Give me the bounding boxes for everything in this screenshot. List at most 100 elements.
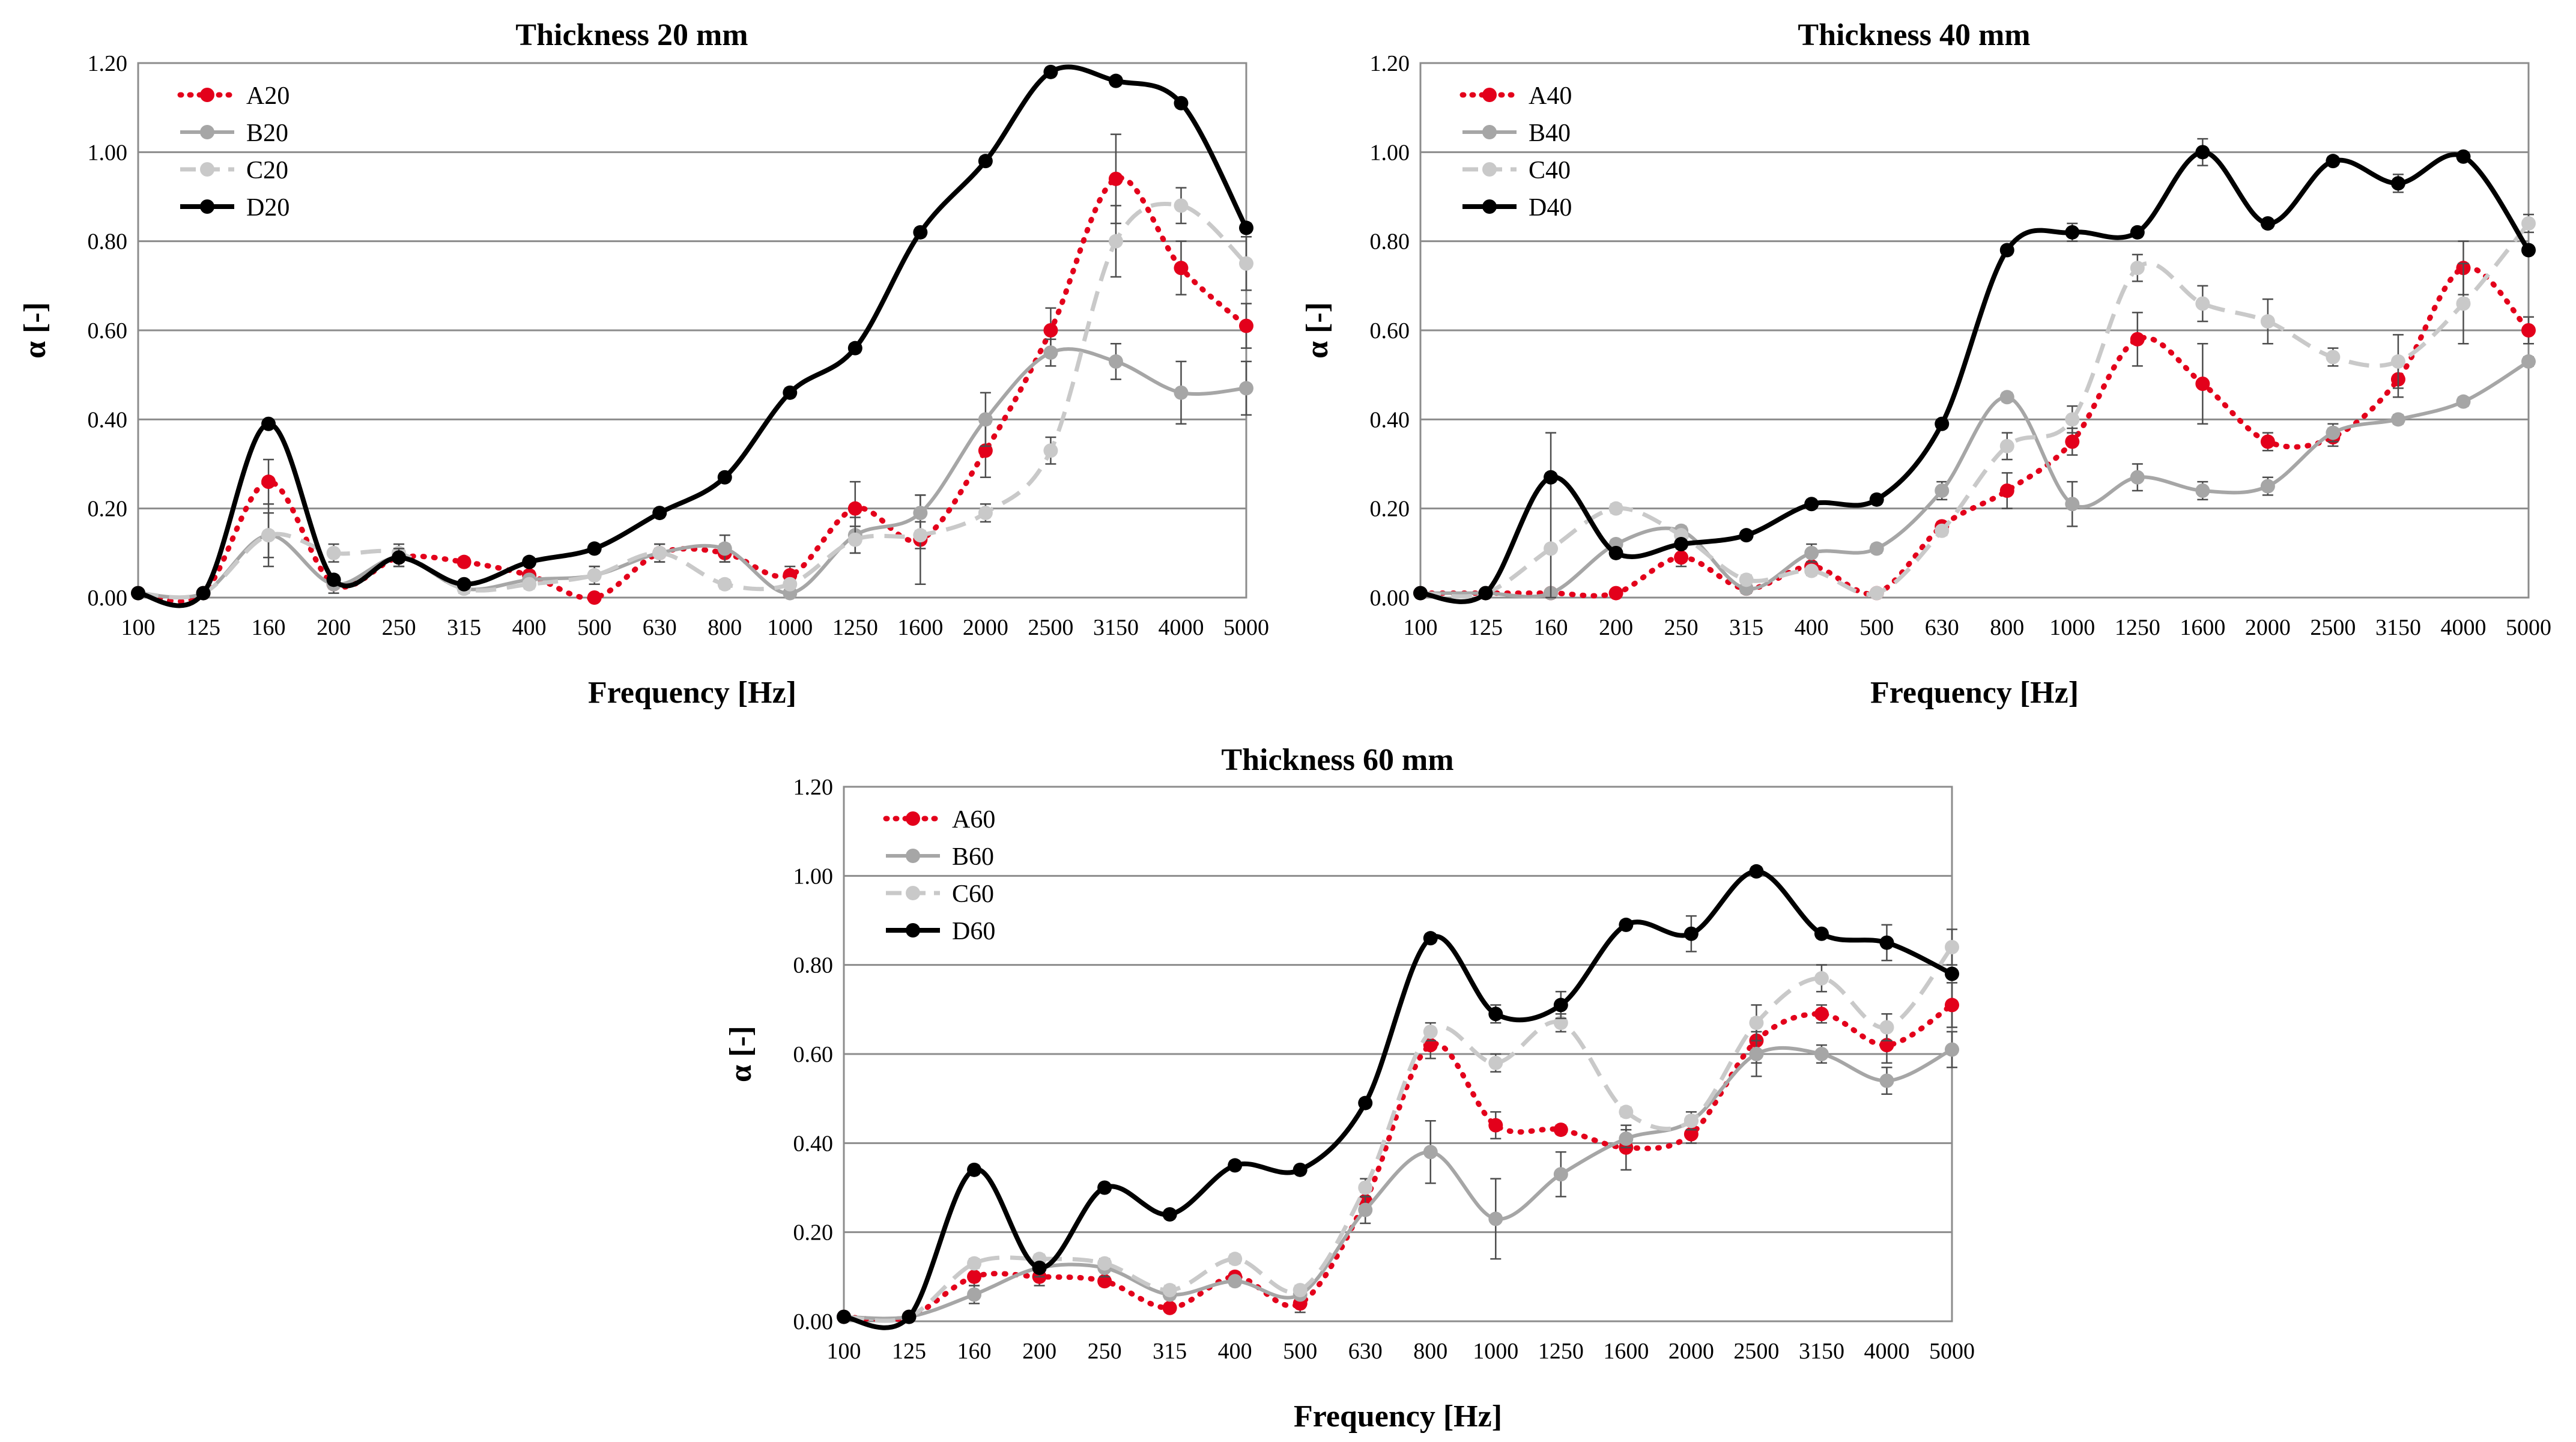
legend-item: C40 <box>1462 157 1571 184</box>
series-line-D20 <box>138 64 1249 608</box>
data-point <box>1608 501 1623 516</box>
data-point <box>1619 917 1634 932</box>
series-D40 <box>1413 138 2536 604</box>
data-point <box>1879 1020 1894 1035</box>
x-axis-title: Frequency [Hz] <box>588 676 796 710</box>
data-point <box>2326 350 2341 365</box>
data-point <box>2326 425 2341 440</box>
chart-2: 0.00 0.20 0.40 0.60 0.80 1.00 1.20 100 125 160 200… <box>1300 18 2551 710</box>
x-tick-label: 200 <box>317 615 351 640</box>
x-axis-title: Frequency [Hz] <box>1294 1399 1502 1434</box>
data-point <box>837 1309 851 1324</box>
series-line-D40 <box>1420 150 2531 604</box>
data-point <box>2260 314 2275 329</box>
data-point <box>196 586 211 601</box>
series-B40 <box>1413 354 2536 601</box>
data-point <box>1228 1252 1243 1267</box>
y-tick-label: 0.80 <box>793 953 834 978</box>
data-point <box>587 568 602 583</box>
legend-marker <box>1482 125 1497 139</box>
data-point <box>587 590 602 605</box>
x-tick-label: 630 <box>1348 1339 1383 1364</box>
y-tick-label: 0.00 <box>1370 586 1410 611</box>
series-line-C60 <box>843 945 1954 1323</box>
legend-label: A60 <box>952 806 995 834</box>
x-tick-label: 800 <box>708 615 742 640</box>
series-line-A60 <box>841 1002 1955 1323</box>
x-tick-label: 5000 <box>1929 1339 1975 1364</box>
y-tick-label: 1.20 <box>88 51 128 76</box>
data-point <box>261 416 276 431</box>
x-tick-label: 1250 <box>832 615 878 640</box>
data-point <box>1174 385 1189 400</box>
data-point <box>326 572 341 587</box>
series-C40 <box>1413 213 2536 601</box>
x-tick-label: 100 <box>1404 615 1438 640</box>
data-point <box>2130 225 2145 240</box>
data-point <box>1239 318 1253 333</box>
data-point <box>1162 1300 1177 1315</box>
x-tick-label: 160 <box>1534 615 1568 640</box>
x-tick-label: 4000 <box>1864 1339 1909 1364</box>
x-tick-label: 800 <box>1990 615 2024 640</box>
data-point <box>1097 1256 1112 1271</box>
y-axis-title: α [-] <box>724 1026 758 1082</box>
x-tick-label: 1250 <box>2115 615 2160 640</box>
legend-item: D20 <box>180 194 289 222</box>
data-point <box>1739 572 1754 587</box>
x-tick-label: 500 <box>577 615 611 640</box>
data-point <box>1162 1207 1177 1222</box>
y-tick-label: 1.20 <box>1370 51 1410 76</box>
x-tick-label: 500 <box>1283 1339 1317 1364</box>
legend-item: A20 <box>177 82 289 110</box>
data-point <box>2260 479 2275 494</box>
data-point <box>1553 1016 1568 1031</box>
series-line-B40 <box>1420 360 2530 599</box>
data-point <box>967 1162 982 1177</box>
legend-item: C60 <box>886 880 994 908</box>
x-tick-label: 200 <box>1022 1339 1056 1364</box>
x-tick-label: 100 <box>827 1339 861 1364</box>
data-point <box>2130 332 2145 347</box>
legend-marker <box>200 125 214 139</box>
legend-item: A60 <box>883 806 995 834</box>
data-point <box>902 1309 917 1324</box>
chart-title: Thickness 40 mm <box>1798 18 2030 52</box>
legend-item: A40 <box>1459 82 1572 110</box>
x-tick-label: 3150 <box>1799 1339 1844 1364</box>
data-point <box>2260 216 2275 231</box>
x-tick-label: 4000 <box>1158 615 1204 640</box>
data-point <box>1935 483 1950 498</box>
data-point <box>1293 1283 1308 1298</box>
y-tick-label: 0.80 <box>88 229 128 255</box>
data-point <box>1553 1122 1568 1138</box>
chart-1: 0.00 0.20 0.40 0.60 0.80 1.00 1.20 100 125 160 200… <box>18 18 1269 710</box>
data-point <box>1553 998 1568 1013</box>
data-point <box>2195 296 2210 311</box>
x-tick-label: 200 <box>1599 615 1633 640</box>
data-point <box>1032 1261 1047 1275</box>
data-point <box>1608 586 1623 601</box>
series-B20 <box>131 338 1253 601</box>
data-point <box>1814 926 1829 941</box>
data-point <box>1488 1118 1503 1133</box>
x-tick-label: 1600 <box>897 615 943 640</box>
series-line-B60 <box>843 1046 1953 1321</box>
x-tick-label: 125 <box>186 615 220 640</box>
x-tick-label: 250 <box>382 615 416 640</box>
data-point <box>967 1256 982 1271</box>
series-B60 <box>837 1031 1959 1324</box>
data-point <box>1619 1131 1634 1146</box>
x-tick-label: 250 <box>1088 1339 1122 1364</box>
series-A20 <box>131 133 1253 605</box>
chart-title: Thickness 20 mm <box>515 18 748 52</box>
y-tick-label: 0.20 <box>1370 497 1410 522</box>
x-tick-label: 315 <box>1729 615 1763 640</box>
data-point <box>847 501 862 516</box>
data-point <box>1869 586 1884 601</box>
x-tick-label: 315 <box>447 615 481 640</box>
data-point <box>652 506 667 521</box>
data-point <box>2390 412 2405 427</box>
data-point <box>1935 523 1950 538</box>
y-axis-title: α [-] <box>1300 302 1335 359</box>
